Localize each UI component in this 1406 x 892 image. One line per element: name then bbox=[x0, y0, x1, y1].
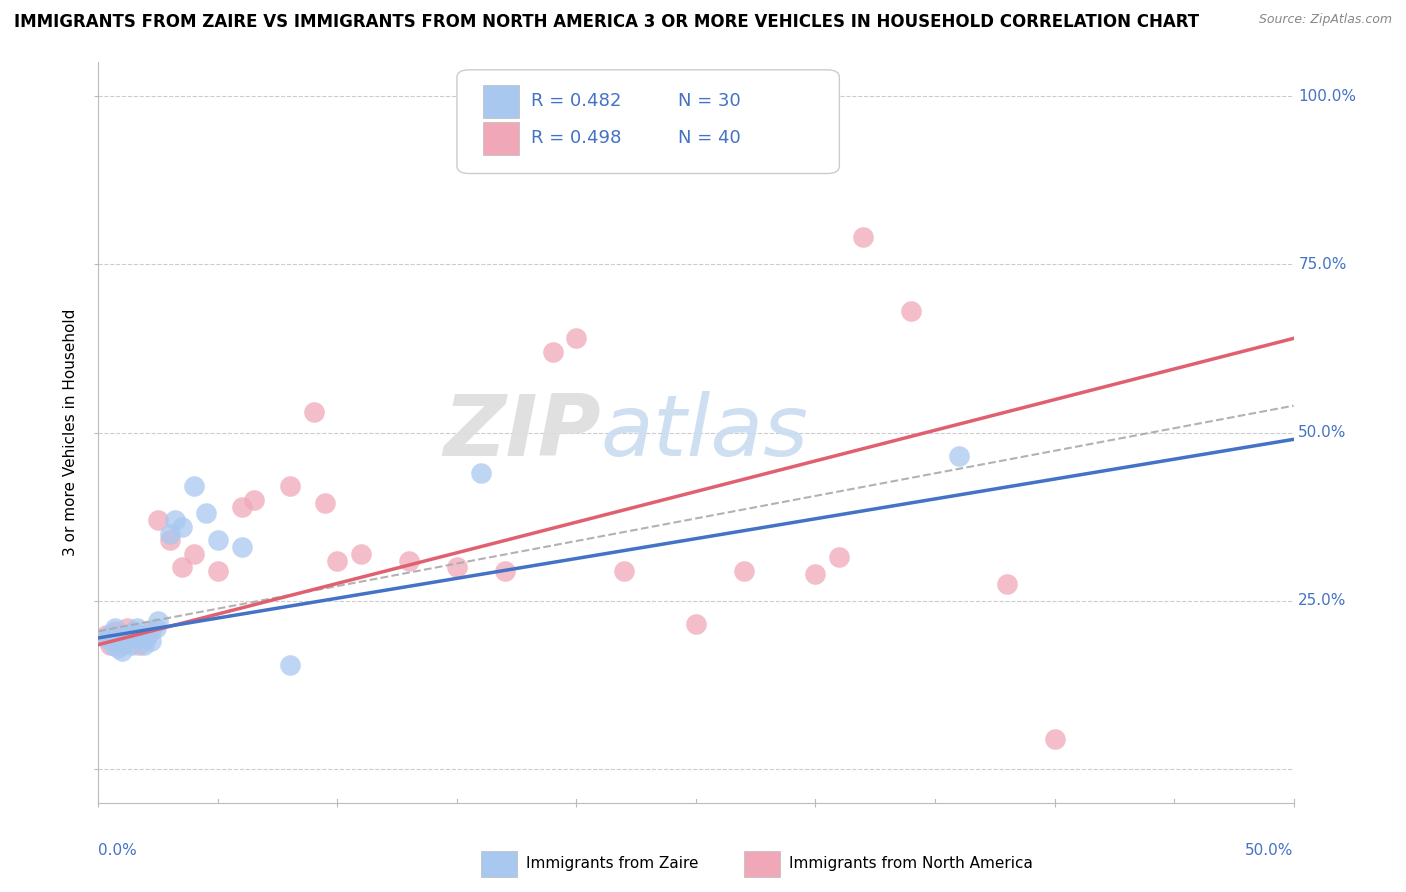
FancyBboxPatch shape bbox=[744, 851, 780, 877]
Point bbox=[948, 449, 970, 463]
Point bbox=[243, 492, 266, 507]
Point bbox=[128, 631, 150, 645]
Point bbox=[446, 560, 468, 574]
Text: 75.0%: 75.0% bbox=[1298, 257, 1347, 272]
Point bbox=[159, 526, 181, 541]
Text: 100.0%: 100.0% bbox=[1298, 88, 1357, 103]
Text: Source: ZipAtlas.com: Source: ZipAtlas.com bbox=[1258, 13, 1392, 27]
Text: 50.0%: 50.0% bbox=[1298, 425, 1347, 440]
Text: 50.0%: 50.0% bbox=[1246, 843, 1294, 858]
Y-axis label: 3 or more Vehicles in Household: 3 or more Vehicles in Household bbox=[63, 309, 79, 557]
Point bbox=[108, 627, 131, 641]
Point bbox=[828, 550, 851, 565]
Point bbox=[995, 577, 1018, 591]
Point bbox=[115, 627, 138, 641]
Point bbox=[900, 304, 922, 318]
Point bbox=[118, 631, 141, 645]
Point bbox=[565, 331, 588, 345]
Point bbox=[111, 644, 134, 658]
Point bbox=[804, 566, 827, 581]
Point bbox=[125, 621, 148, 635]
Text: ZIP: ZIP bbox=[443, 391, 600, 475]
Point bbox=[98, 638, 122, 652]
Point bbox=[124, 627, 146, 641]
Point bbox=[108, 631, 131, 645]
Point bbox=[114, 634, 136, 648]
FancyBboxPatch shape bbox=[484, 85, 519, 118]
Point bbox=[195, 507, 218, 521]
Point bbox=[613, 564, 636, 578]
Point bbox=[183, 479, 205, 493]
Text: N = 30: N = 30 bbox=[678, 92, 741, 110]
FancyBboxPatch shape bbox=[481, 851, 517, 877]
Point bbox=[107, 640, 129, 655]
Point bbox=[135, 631, 157, 645]
Point bbox=[104, 621, 127, 635]
Point bbox=[852, 230, 875, 244]
Text: 0.0%: 0.0% bbox=[98, 843, 138, 858]
Text: N = 40: N = 40 bbox=[678, 129, 741, 147]
Text: atlas: atlas bbox=[600, 391, 808, 475]
Point bbox=[733, 564, 755, 578]
Point bbox=[163, 513, 186, 527]
Point bbox=[128, 638, 150, 652]
Point bbox=[315, 496, 337, 510]
Point bbox=[231, 500, 253, 514]
Text: R = 0.498: R = 0.498 bbox=[531, 129, 621, 147]
Point bbox=[121, 638, 143, 652]
Point bbox=[302, 405, 325, 419]
Point bbox=[207, 564, 229, 578]
Text: IMMIGRANTS FROM ZAIRE VS IMMIGRANTS FROM NORTH AMERICA 3 OR MORE VEHICLES IN HOU: IMMIGRANTS FROM ZAIRE VS IMMIGRANTS FROM… bbox=[14, 13, 1199, 31]
Point bbox=[115, 621, 138, 635]
Point bbox=[398, 553, 420, 567]
Point bbox=[148, 614, 170, 628]
Point bbox=[139, 624, 162, 639]
Point bbox=[94, 631, 117, 645]
Point bbox=[541, 344, 564, 359]
Point bbox=[183, 547, 205, 561]
Point bbox=[148, 513, 170, 527]
Point bbox=[132, 638, 155, 652]
Point bbox=[145, 621, 167, 635]
Text: R = 0.482: R = 0.482 bbox=[531, 92, 621, 110]
Text: Immigrants from North America: Immigrants from North America bbox=[789, 856, 1033, 871]
Point bbox=[139, 634, 162, 648]
Point bbox=[1043, 731, 1066, 746]
Point bbox=[172, 520, 194, 534]
Point bbox=[107, 634, 129, 648]
Point bbox=[124, 624, 146, 639]
Point bbox=[98, 627, 122, 641]
Point bbox=[326, 553, 349, 567]
Point bbox=[172, 560, 194, 574]
FancyBboxPatch shape bbox=[457, 70, 839, 173]
Point bbox=[278, 479, 301, 493]
Point bbox=[131, 627, 153, 641]
Point bbox=[278, 657, 301, 672]
Point bbox=[118, 631, 141, 645]
Point bbox=[350, 547, 373, 561]
FancyBboxPatch shape bbox=[484, 121, 519, 155]
Text: Immigrants from Zaire: Immigrants from Zaire bbox=[526, 856, 699, 871]
Point bbox=[470, 466, 492, 480]
Point bbox=[101, 638, 124, 652]
Point bbox=[94, 627, 117, 641]
Text: 25.0%: 25.0% bbox=[1298, 593, 1347, 608]
Point bbox=[494, 564, 516, 578]
Point bbox=[104, 624, 127, 639]
Point bbox=[114, 631, 136, 645]
Point bbox=[101, 631, 124, 645]
Point bbox=[111, 638, 134, 652]
Point bbox=[231, 540, 253, 554]
Point bbox=[159, 533, 181, 548]
Point bbox=[207, 533, 229, 548]
Point bbox=[135, 631, 157, 645]
Point bbox=[685, 617, 707, 632]
